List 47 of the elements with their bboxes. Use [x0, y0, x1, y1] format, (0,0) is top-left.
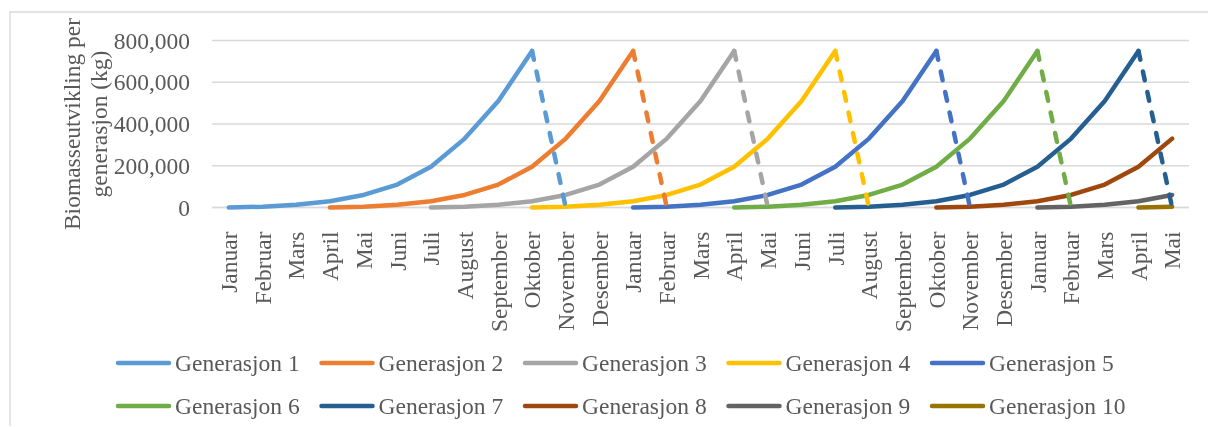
- x-tick-label: Oktober: [519, 231, 546, 309]
- y-tick-label: 600,000: [113, 69, 190, 96]
- y-tick-label: 400,000: [113, 111, 190, 138]
- legend-label: Generasjon 6: [175, 392, 300, 419]
- x-tick-label: Februar: [654, 231, 681, 305]
- legend-label: Generasjon 4: [785, 349, 911, 376]
- x-tick-label: August: [856, 231, 883, 300]
- x-tick-label: April: [317, 231, 344, 282]
- y-tick-label: 200,000: [113, 152, 190, 179]
- y-axis-title: Biomasseutvikling per generasjon (kg): [58, 17, 112, 231]
- legend-label: Generasjon 2: [378, 349, 504, 376]
- line-series: [1035, 192, 1175, 210]
- x-tick-label: Januar: [620, 231, 647, 293]
- x-tick-label: November: [957, 231, 984, 331]
- x-tick-label: Februar: [249, 231, 276, 305]
- x-tick-label: Mai: [1159, 231, 1186, 270]
- legend-label: Generasjon 9: [785, 392, 911, 419]
- x-tick-label: Mai: [350, 231, 377, 270]
- legend-label: Generasjon 7: [378, 392, 504, 419]
- legend-label: Generasjon 10: [989, 392, 1126, 419]
- legend-label: Generasjon 5: [989, 349, 1114, 376]
- x-tick-label: Mai: [755, 231, 782, 270]
- x-tick-label: Juli: [822, 231, 849, 266]
- x-tick-label: Desember: [990, 231, 1017, 327]
- x-tick-label: Januar: [216, 231, 243, 293]
- line-series: [934, 136, 1175, 210]
- x-tick-label: September: [485, 231, 512, 332]
- x-tick-label: September: [889, 231, 916, 332]
- x-tick-label: Februar: [1058, 231, 1085, 305]
- x-tick-label: Juni: [788, 231, 815, 271]
- x-tick-label: Januar: [1024, 231, 1051, 293]
- x-tick-label: Mars: [1092, 231, 1119, 280]
- y-tick-label: 0: [178, 194, 190, 221]
- x-tick-label: Desember: [586, 231, 613, 327]
- x-tick-label: August: [451, 231, 478, 300]
- x-tick-label: Oktober: [923, 231, 950, 309]
- legend-label: Generasjon 1: [175, 349, 300, 376]
- y-tick-label: 800,000: [113, 27, 190, 54]
- x-tick-label: April: [1125, 231, 1152, 282]
- legend-label: Generasjon 8: [582, 392, 707, 419]
- x-tick-label: November: [553, 231, 579, 331]
- x-tick-label: Juni: [384, 231, 411, 271]
- x-tick-label: April: [721, 231, 748, 282]
- x-tick-label: Mars: [283, 231, 310, 280]
- x-tick-label: Mars: [687, 231, 714, 280]
- x-tick-label: Juli: [418, 231, 445, 266]
- legend-label: Generasjon 3: [582, 349, 707, 376]
